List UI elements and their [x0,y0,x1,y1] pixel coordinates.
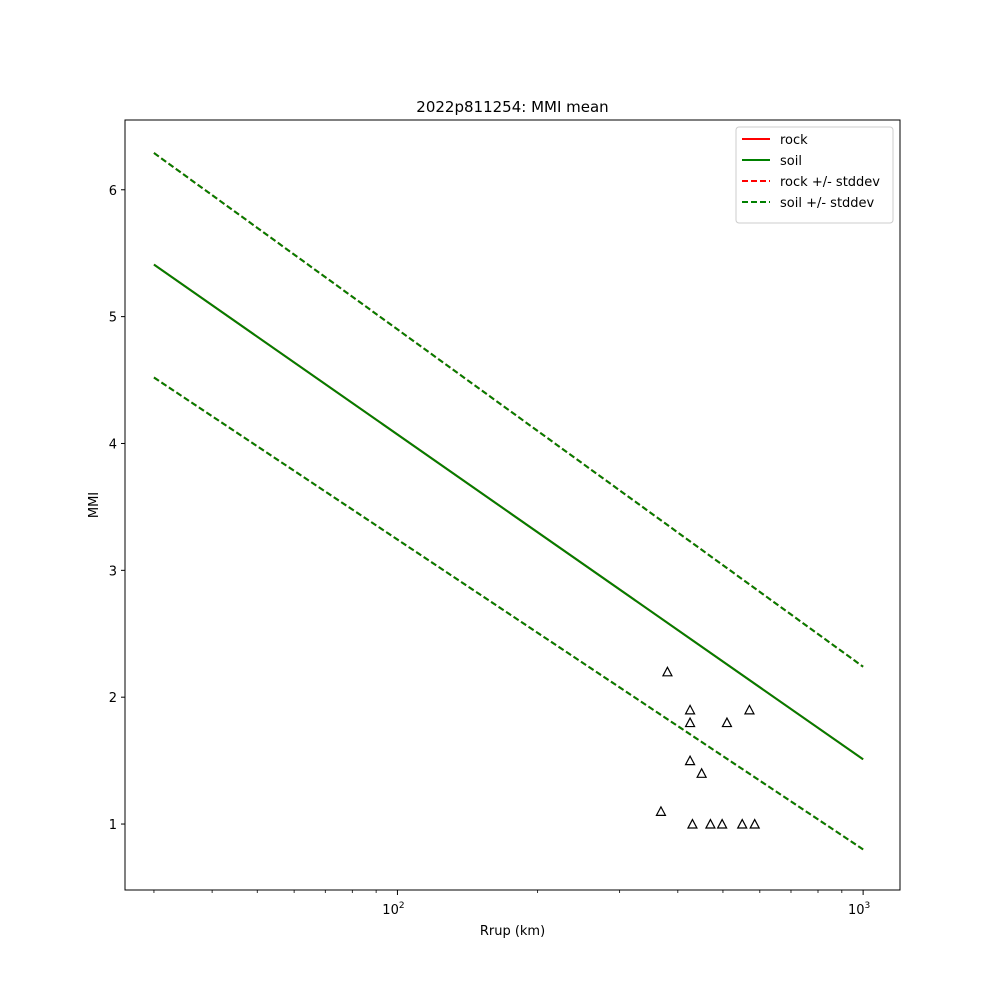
x-tick-label: 103 [848,901,870,918]
y-tick-label: 1 [109,818,117,833]
series-1-line [153,263,864,761]
chart-title: 2022p811254: MMI mean [416,98,608,116]
legend-label: soil +/- stddev [780,196,875,211]
observation-point [736,818,748,829]
observation-point [696,767,708,778]
series-3-lower-line [153,376,864,851]
observation-point [661,666,673,677]
observation-point [749,818,761,829]
y-tick-label: 2 [109,691,117,706]
x-tick-label: 102 [382,901,404,918]
series-3-line [153,152,864,668]
x-axis-label: Rrup (km) [480,924,545,939]
observation-point [684,704,696,715]
observation-point [686,818,698,829]
observation-point [684,754,696,766]
legend: rock soil rock +/- stddev soil +/- stddev [735,126,894,224]
plot-area [153,152,864,851]
observation-point [655,805,667,816]
observation-point [721,716,733,728]
observation-point [704,818,716,829]
y-tick-label: 3 [109,564,117,579]
y-tick-label: 4 [109,437,117,452]
y-tick-label: 5 [109,311,117,326]
axes-frame [124,119,901,891]
legend-label: soil [780,154,802,169]
legend-box [735,126,894,224]
legend-label: rock [780,133,808,148]
y-tick-label: 6 [109,184,117,199]
axes-group: 1 2 3 4 5 6 102 103 [109,119,901,918]
legend-label: rock +/- stddev [780,175,880,190]
observation-point [716,818,728,829]
y-axis-label: MMI [87,492,102,518]
observation-point [684,716,696,728]
observation-point [743,704,755,715]
